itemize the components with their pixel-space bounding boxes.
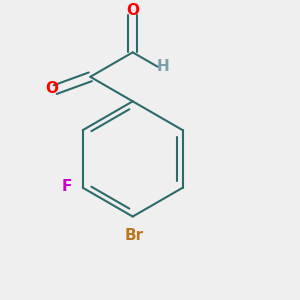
Text: O: O	[126, 3, 139, 18]
Text: O: O	[46, 81, 59, 96]
Text: F: F	[62, 179, 72, 194]
Text: H: H	[157, 59, 170, 74]
Text: Br: Br	[124, 228, 144, 243]
